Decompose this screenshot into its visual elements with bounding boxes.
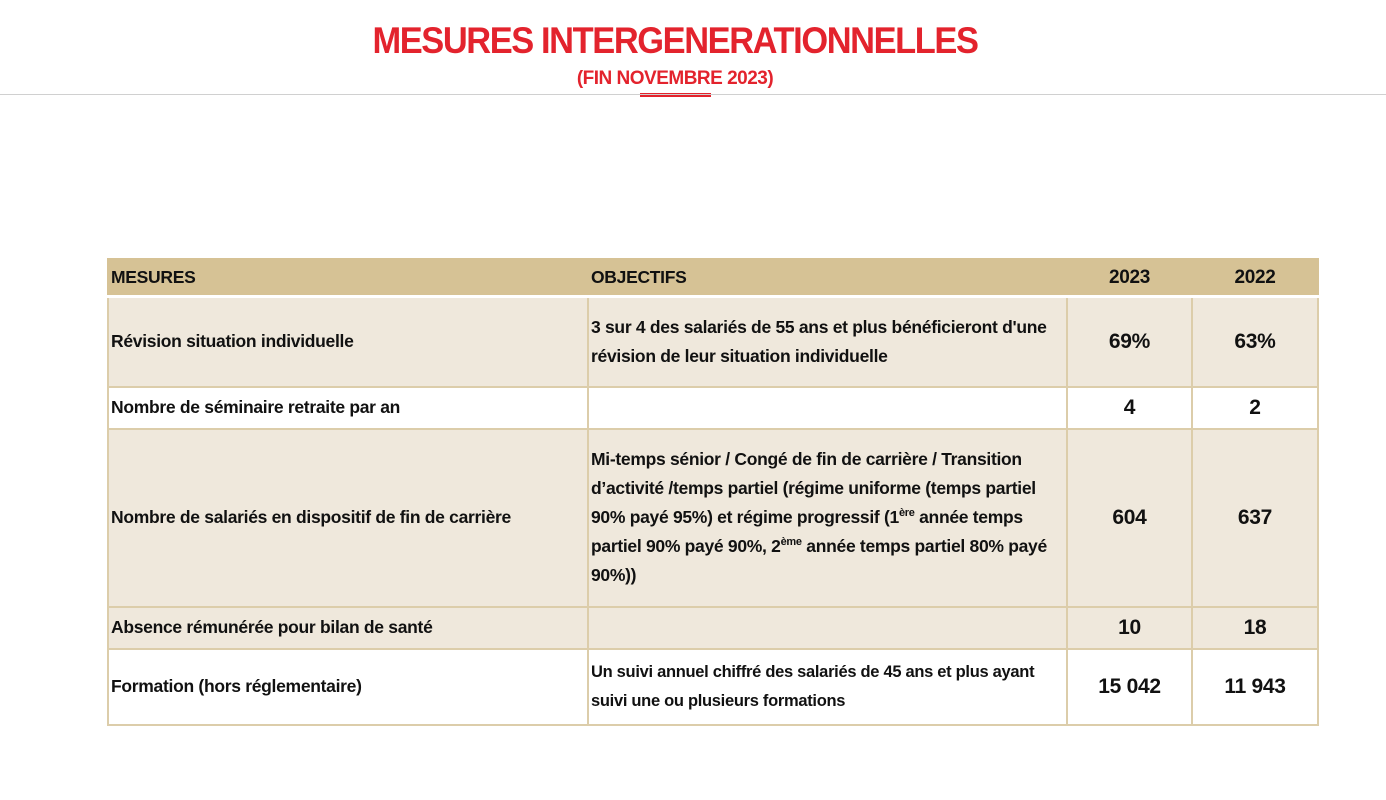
cell-mesure: Nombre de séminaire retraite par an [107,385,589,430]
header-objectifs: OBJECTIFS [587,258,1068,298]
table-header: MESURES OBJECTIFS 2023 2022 [107,258,1319,298]
table-row: Nombre de séminaire retraite par an 4 2 [107,385,1319,430]
cell-2023: 4 [1066,385,1193,430]
cell-objectif: Un suivi annuel chiffré des salariés de … [587,647,1068,726]
cell-objectif: 3 sur 4 des salariés de 55 ans et plus b… [587,295,1068,388]
header-mesures: MESURES [107,258,589,298]
measures-table: MESURES OBJECTIFS 2023 2022 Révision sit… [107,258,1319,726]
cell-objectif: Mi-temps sénior / Congé de fin de carriè… [587,427,1068,608]
superscript: ème [780,536,802,549]
header-2023: 2023 [1066,258,1193,298]
table-row: Révision situation individuelle 3 sur 4 … [107,295,1319,388]
cell-2023: 15 042 [1066,647,1193,726]
header-2022: 2022 [1191,258,1319,298]
cell-objectif [587,385,1068,430]
page-subtitle: (FIN NOVEMBRE 2023) [576,68,774,89]
cell-2022: 2 [1191,385,1319,430]
cell-mesure: Révision situation individuelle [107,295,589,388]
objectif-text: année temps partiel 90% payé 90%, 2 [591,507,1023,556]
objectif-text: année temps partiel 80% payé 90%)) [591,536,1047,585]
cell-2022: 11 943 [1191,647,1319,726]
page-title: MESURES INTERGENERATIONNELLES [372,20,979,61]
superscript: ère [898,507,915,520]
cell-2023: 69% [1066,295,1193,388]
cell-2022: 18 [1191,605,1319,650]
cell-mesure: Absence rémunérée pour bilan de santé [107,605,589,650]
cell-objectif [587,605,1068,650]
cell-mesure: Formation (hors réglementaire) [107,647,589,726]
table-row: Absence rémunérée pour bilan de santé 10… [107,605,1319,650]
cell-2022: 63% [1191,295,1319,388]
cell-2023: 604 [1066,427,1193,608]
table-row: Nombre de salariés en dispositif de fin … [107,427,1319,608]
header-divider [0,94,1386,95]
cell-2022: 637 [1191,427,1319,608]
cell-2023: 10 [1066,605,1193,650]
table-row: Formation (hors réglementaire) Un suivi … [107,647,1319,726]
subtitle-underline [640,93,711,97]
cell-mesure: Nombre de salariés en dispositif de fin … [107,427,589,608]
objectif-text: Mi-temps sénior / Congé de fin de carriè… [591,449,1036,527]
